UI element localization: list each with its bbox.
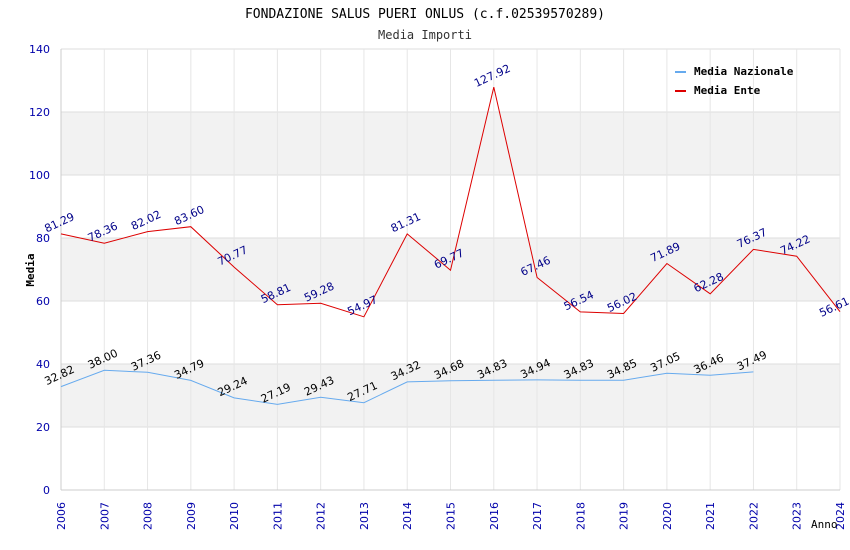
- legend: Media Nazionale Media Ente: [675, 65, 794, 97]
- x-tick-label: 2015: [445, 502, 458, 530]
- y-tick-label: 100: [29, 169, 50, 182]
- y-tick-labels: 0 20 40 60 80 100 120 140: [29, 43, 50, 497]
- x-axis-label: Anno: [811, 518, 838, 531]
- series-line: [60, 86, 841, 318]
- x-tick-label: 2017: [531, 502, 544, 530]
- x-tick-label: 2014: [401, 502, 414, 530]
- x-tick-label: 2018: [574, 502, 587, 530]
- legend-label-media-ente: Media Ente: [694, 84, 761, 97]
- x-tick-label: 2010: [228, 502, 241, 530]
- x-tick-label: 2013: [358, 502, 371, 530]
- x-tick-label: 2016: [488, 502, 501, 530]
- x-tick-label: 2020: [661, 502, 674, 530]
- series-line: [60, 369, 754, 405]
- x-tick-label: 2024: [834, 502, 847, 530]
- data-label: 82.02: [129, 208, 163, 233]
- x-tick-label: 2012: [315, 502, 328, 530]
- y-axis-label: Media: [24, 253, 37, 286]
- y-tick-label: 20: [36, 421, 50, 434]
- axes: [60, 49, 840, 491]
- data-label: 81.29: [42, 210, 76, 235]
- x-tick-label: 2011: [271, 502, 284, 530]
- x-tick-labels: 2006 2007 2008 2009 2010 2011 2012 2013 2014 2015…: [55, 502, 847, 530]
- y-tick-label: 140: [29, 43, 50, 56]
- data-label: 83.60: [172, 203, 206, 228]
- x-tick-label: 2009: [185, 502, 198, 530]
- y-tick-label: 0: [43, 484, 50, 497]
- x-tick-label: 2022: [747, 502, 760, 530]
- x-tick-label: 2006: [55, 502, 68, 530]
- y-tick-label: 120: [29, 106, 50, 119]
- x-tick-label: 2021: [704, 502, 717, 530]
- chart-title: FONDAZIONE SALUS PUERI ONLUS (c.f.025395…: [245, 7, 605, 22]
- y-tick-label: 80: [36, 232, 50, 245]
- legend-label-media-nazionale: Media Nazionale: [694, 65, 794, 78]
- x-tick-label: 2023: [791, 502, 804, 530]
- x-tick-label: 2007: [98, 502, 111, 530]
- x-tick-label: 2019: [618, 502, 631, 530]
- data-label: 127.92: [472, 62, 512, 90]
- y-tick-label: 40: [36, 358, 50, 371]
- series-lines: [60, 86, 841, 405]
- chart-subtitle: Media Importi: [378, 28, 472, 42]
- data-label: 81.31: [389, 210, 423, 235]
- y-tick-label: 60: [36, 295, 50, 308]
- x-tick-label: 2008: [142, 502, 155, 530]
